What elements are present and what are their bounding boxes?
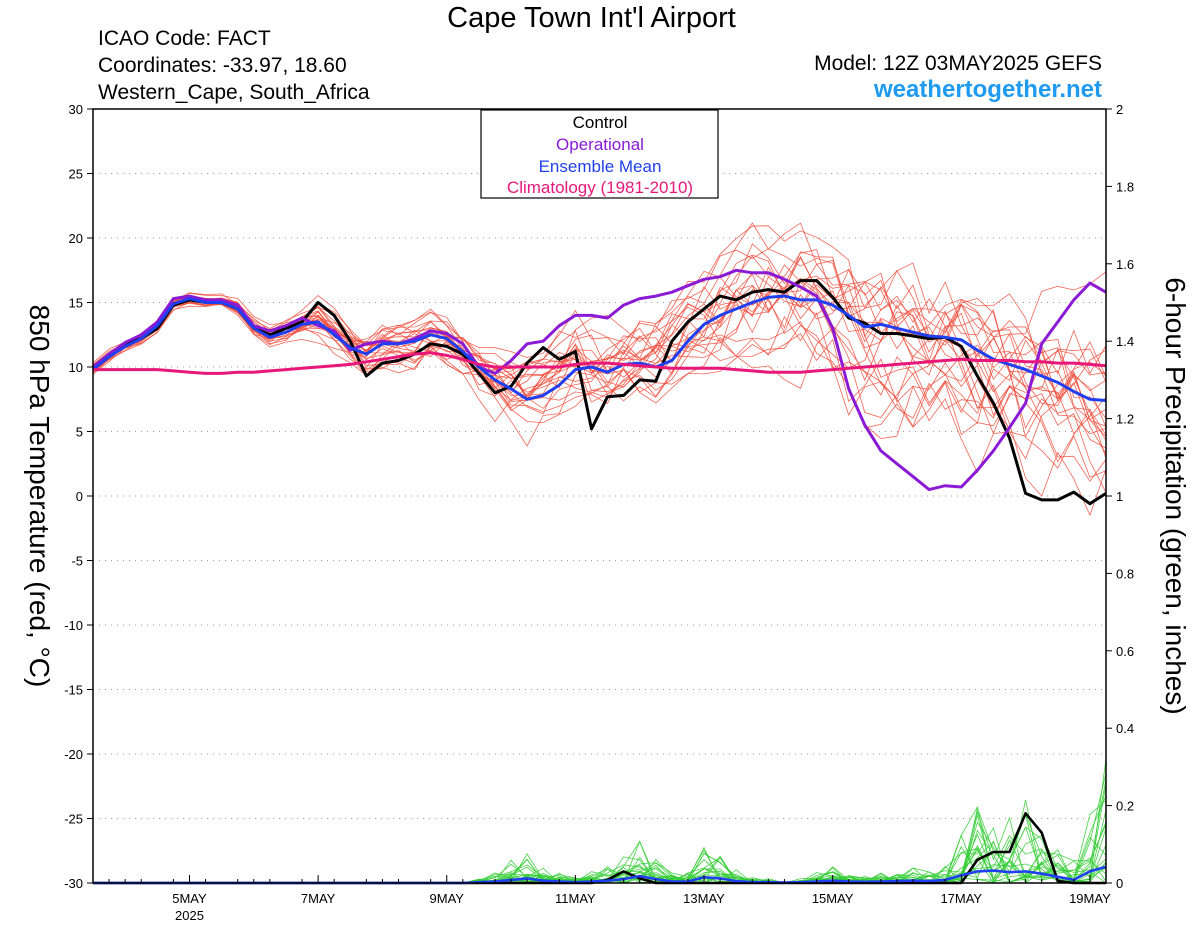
icao-code: ICAO Code: FACT bbox=[98, 27, 271, 50]
ensemble-member-precip-line bbox=[93, 799, 1107, 884]
y-tick-label: -25 bbox=[64, 812, 83, 827]
left-axis: 30 25 20 15 10 5 0 -5 -10 -15 -20 -25 -30 bbox=[64, 102, 93, 891]
grid-lines bbox=[93, 173, 1106, 819]
y2-tick-label: 0 bbox=[1116, 876, 1123, 891]
legend-box bbox=[480, 109, 719, 199]
region: Western_Cape, South_Africa bbox=[98, 81, 370, 104]
model-run: Model: 12Z 03MAY2025 GEFS bbox=[814, 52, 1102, 75]
y2-tick-label: 1.4 bbox=[1116, 334, 1134, 349]
y2-axis-label: 6-hour Precipitation (green, inches) bbox=[1160, 277, 1191, 714]
y-tick-label: -20 bbox=[64, 747, 83, 762]
y2-tick-label: 0.2 bbox=[1116, 799, 1134, 814]
ensemble-member-temp-line bbox=[92, 251, 1107, 482]
ensemble-member-temp-line bbox=[92, 254, 1107, 409]
y2-tick-label: 0.4 bbox=[1116, 721, 1134, 736]
ensemble-member-temp-line bbox=[92, 225, 1107, 414]
y-tick-label: -5 bbox=[71, 554, 83, 569]
y-tick-label: 25 bbox=[69, 167, 83, 182]
site-name: weathertogether.net bbox=[873, 76, 1102, 103]
plot-frame bbox=[92, 108, 1107, 884]
x-tick-label: 5MAY bbox=[172, 891, 207, 906]
x-tick-label: 19MAY bbox=[1069, 891, 1111, 906]
legend: Control Operational Ensemble Mean Climat… bbox=[480, 109, 719, 199]
y-axis-label: 850 hPa Temperature (red, °C) bbox=[24, 305, 55, 688]
ensemble-member-precip-line bbox=[93, 795, 1107, 884]
y-tick-label: 30 bbox=[69, 102, 83, 117]
legend-operational: Operational bbox=[556, 135, 644, 154]
series-lines bbox=[92, 268, 1107, 885]
ensemble-member-temp-line bbox=[92, 299, 1107, 419]
coordinates: Coordinates: -33.97, 18.60 bbox=[98, 54, 347, 77]
ensemble-member-precip-line bbox=[93, 809, 1107, 884]
ensemble-member-temp-line bbox=[92, 248, 1107, 424]
y-tick-label: -15 bbox=[64, 683, 83, 698]
x-tick-label: 7MAY bbox=[301, 891, 336, 906]
y2-tick-label: 0.8 bbox=[1116, 566, 1134, 581]
ensemble-members-precipitation bbox=[93, 758, 1107, 884]
legend-control: Control bbox=[573, 113, 628, 132]
x-tick-label: 17MAY bbox=[940, 891, 982, 906]
ensemble-member-precip-line bbox=[93, 784, 1107, 884]
ensemble-member-temp-line bbox=[92, 275, 1107, 428]
ensemble-member-temp-line bbox=[92, 243, 1107, 399]
y-tick-label: 0 bbox=[76, 489, 83, 504]
x-axis: 5MAY 2025 7MAY 9MAY 11MAY 13MAY 15MAY 17MAY 19MA… bbox=[108, 875, 1111, 923]
y-tick-label: 5 bbox=[76, 425, 83, 440]
x-tick-label: 9MAY bbox=[430, 891, 465, 906]
y2-tick-label: 1.8 bbox=[1116, 179, 1134, 194]
y2-tick-label: 1.6 bbox=[1116, 257, 1134, 272]
x-tick-label: 13MAY bbox=[683, 891, 725, 906]
y-tick-label: 10 bbox=[69, 360, 83, 375]
ensemble-member-temp-line bbox=[92, 302, 1107, 463]
ensemble-member-precip-line bbox=[93, 758, 1107, 884]
y-tick-label: 20 bbox=[69, 231, 83, 246]
series-climatology-1981-2010-temp bbox=[93, 351, 1107, 375]
chart-title: Cape Town Int'l Airport bbox=[447, 2, 736, 34]
series-ensemble-mean-temp bbox=[92, 294, 1107, 402]
x-tick-sublabel: 2025 bbox=[175, 908, 204, 923]
right-axis: 2 1.8 1.6 1.4 1.2 1 0.8 0.6 0.4 0.2 0 bbox=[1106, 102, 1134, 891]
y2-tick-label: 2 bbox=[1116, 102, 1123, 117]
y-tick-label: -10 bbox=[64, 618, 83, 633]
y2-tick-label: 1.2 bbox=[1116, 412, 1134, 427]
x-tick-label: 11MAY bbox=[555, 891, 596, 906]
legend-climatology: Climatology (1981-2010) bbox=[507, 178, 693, 197]
y2-tick-label: 1 bbox=[1116, 489, 1123, 504]
ensemble-member-precip-line bbox=[93, 778, 1107, 884]
y-tick-label: -30 bbox=[64, 876, 83, 891]
x-tick-label: 15MAY bbox=[812, 891, 854, 906]
ensemble-member-precip-line bbox=[93, 800, 1107, 884]
series-operational-temp bbox=[92, 268, 1107, 492]
legend-ensemble-mean: Ensemble Mean bbox=[539, 157, 662, 176]
y2-tick-label: 0.6 bbox=[1116, 644, 1134, 659]
y-tick-label: 15 bbox=[69, 296, 83, 311]
